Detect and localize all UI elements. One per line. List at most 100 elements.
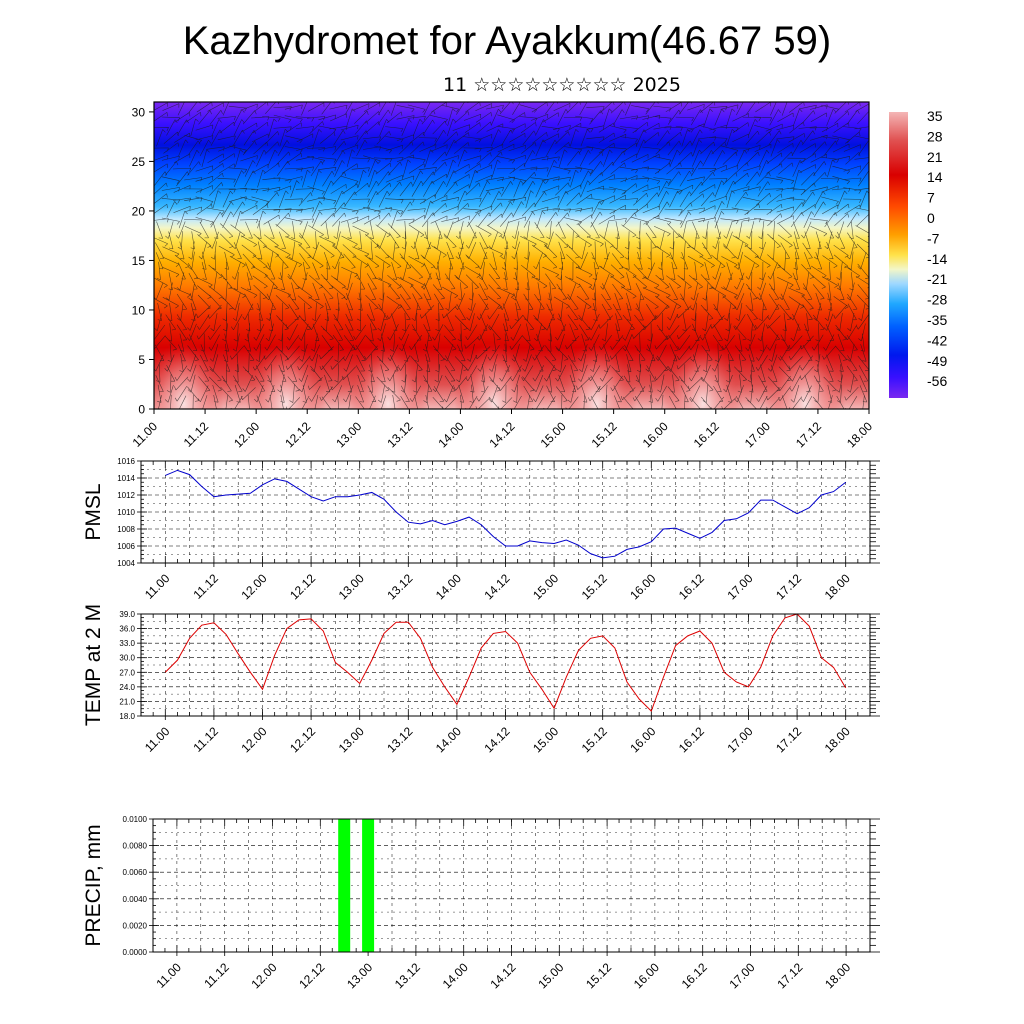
x-tick-label: 11.00 bbox=[142, 571, 173, 602]
y-tick-label: 25 bbox=[132, 155, 146, 169]
temp-series-line bbox=[164, 613, 847, 713]
x-tick-label: 13.00 bbox=[336, 571, 367, 602]
colorbar-label: -56 bbox=[927, 373, 947, 389]
x-tick-label: 11.00 bbox=[142, 724, 173, 755]
colorbar-label: -7 bbox=[927, 230, 940, 246]
y-tick-label: 1008 bbox=[117, 525, 135, 534]
colorbar-label: -21 bbox=[927, 271, 947, 287]
wind-barb-field bbox=[154, 102, 869, 409]
y-tick-label: 36.0 bbox=[119, 625, 135, 634]
y-tick-label: 0.0060 bbox=[123, 868, 148, 877]
x-tick-label: 17.00 bbox=[742, 419, 773, 450]
colorbar-label: 14 bbox=[927, 169, 943, 185]
y-tick-label: 0.0040 bbox=[123, 895, 148, 904]
colorbar-label: -14 bbox=[927, 251, 947, 267]
x-tick-label: 16.12 bbox=[679, 960, 710, 991]
y-tick-label: 30 bbox=[132, 105, 146, 119]
y-tick-label: 33.0 bbox=[119, 639, 135, 648]
y-tick-label: 27.0 bbox=[119, 668, 135, 677]
x-tick-label: 11.12 bbox=[181, 419, 212, 450]
pmsl-axis-label: PMSL bbox=[82, 483, 105, 540]
x-tick-label: 14.12 bbox=[481, 724, 512, 755]
x-tick-label: 11.00 bbox=[130, 419, 161, 450]
x-tick-label: 13.12 bbox=[384, 571, 415, 602]
colorbar-label: -49 bbox=[927, 353, 947, 369]
x-tick-label: 12.00 bbox=[248, 960, 279, 991]
x-tick-label: 18.00 bbox=[822, 724, 853, 755]
x-tick-label: 13.00 bbox=[333, 419, 364, 450]
temp-panel: 18.0 21.0 24.0 27.0 30.0 33.0 36.0 39.0 11.00 11.… bbox=[82, 604, 880, 755]
chart-subtitle: 11 ☆☆☆☆☆☆☆☆☆ 2025 bbox=[443, 74, 681, 96]
y-tick-label: 15 bbox=[132, 254, 146, 268]
x-tick-label: 12.00 bbox=[231, 419, 262, 450]
x-tick-label: 12.12 bbox=[282, 419, 313, 450]
x-tick-label: 13.12 bbox=[384, 724, 415, 755]
y-tick-label: 0.0080 bbox=[123, 842, 148, 851]
precip-panel: 0.0000 0.0020 0.0040 0.0060 0.0080 0.0100 11.0… bbox=[82, 815, 880, 991]
y-tick-label: 39.0 bbox=[119, 610, 135, 619]
wind-barbs bbox=[154, 102, 869, 409]
x-tick-label: 12.00 bbox=[238, 724, 269, 755]
cross-section-panel: 0 5 10 15 20 25 30 11.00 11.12 12.00 12.12 13.00 13.… bbox=[130, 101, 875, 450]
x-tick-label: 11.12 bbox=[201, 960, 232, 991]
x-tick-label: 16.00 bbox=[640, 419, 671, 450]
x-tick-label: 15.00 bbox=[538, 419, 569, 450]
y-tick-label: 0 bbox=[138, 403, 145, 417]
x-tick-label: 12.12 bbox=[287, 724, 318, 755]
y-tick-label: 0.0100 bbox=[123, 815, 148, 824]
pmsl-series-line bbox=[165, 469, 847, 559]
colorbar-label: 21 bbox=[927, 149, 943, 165]
chart-title: Kazhydromet for Ayakkum(46.67 59) bbox=[183, 19, 831, 63]
x-tick-label: 14.00 bbox=[433, 724, 464, 755]
x-tick-label: 13.00 bbox=[336, 724, 367, 755]
x-tick-label: 18.00 bbox=[822, 960, 853, 991]
x-tick-label: 15.00 bbox=[530, 571, 561, 602]
y-tick-label: 5 bbox=[138, 353, 145, 367]
x-tick-label: 16.00 bbox=[631, 960, 662, 991]
colorbar-label: -35 bbox=[927, 312, 947, 328]
x-tick-label: 16.12 bbox=[676, 571, 707, 602]
x-tick-label: 13.12 bbox=[392, 960, 423, 991]
x-tick-label: 15.12 bbox=[589, 419, 620, 450]
y-tick-label: 20 bbox=[132, 204, 146, 218]
x-tick-label: 12.12 bbox=[296, 960, 327, 991]
x-tick-label: 11.00 bbox=[154, 960, 185, 991]
y-tick-label: 1004 bbox=[117, 559, 135, 568]
x-tick-label: 14.12 bbox=[487, 960, 518, 991]
x-tick-label: 13.00 bbox=[344, 960, 375, 991]
y-tick-label: 1012 bbox=[117, 491, 135, 500]
precip-bar bbox=[338, 819, 351, 952]
x-tick-label: 17.12 bbox=[774, 960, 805, 991]
x-tick-label: 18.00 bbox=[844, 419, 875, 450]
colorbar: 35 28 21 14 7 0 -7 -14 -21 -28 -35 -42 -49 -56 bbox=[889, 108, 947, 398]
y-tick-label: 0.0020 bbox=[123, 921, 148, 930]
colorbar-label: 28 bbox=[927, 128, 943, 144]
x-tick-label: 15.12 bbox=[579, 571, 610, 602]
x-tick-label: 13.12 bbox=[384, 419, 415, 450]
x-tick-label: 17.00 bbox=[724, 724, 755, 755]
heat-hotspot bbox=[663, 342, 744, 409]
y-tick-label: 1010 bbox=[117, 508, 135, 517]
colorbar-labels: 35 28 21 14 7 0 -7 -14 -21 -28 -35 -42 -49 -56 bbox=[927, 108, 947, 389]
y-tick-label: 10 bbox=[132, 303, 146, 317]
x-tick-label: 16.12 bbox=[676, 724, 707, 755]
x-tick-label: 15.12 bbox=[583, 960, 614, 991]
x-tick-label: 15.12 bbox=[579, 724, 610, 755]
temp-axis-label: TEMP at 2 M bbox=[82, 604, 105, 726]
x-tick-label: 12.12 bbox=[287, 571, 318, 602]
y-tick-label: 1016 bbox=[117, 457, 135, 466]
y-tick-label: 18.0 bbox=[119, 712, 135, 721]
colorbar-label: 7 bbox=[927, 190, 935, 206]
x-tick-label: 12.00 bbox=[238, 571, 269, 602]
x-tick-label: 16.00 bbox=[627, 724, 658, 755]
y-tick-label: 1006 bbox=[117, 542, 135, 551]
x-tick-label: 17.12 bbox=[773, 571, 804, 602]
x-tick-label: 14.12 bbox=[481, 571, 512, 602]
x-tick-label: 14.00 bbox=[435, 419, 466, 450]
x-tick-label: 17.12 bbox=[793, 419, 824, 450]
y-tick-label: 24.0 bbox=[119, 683, 135, 692]
y-tick-label: 1014 bbox=[117, 474, 135, 483]
x-tick-label: 17.12 bbox=[773, 724, 804, 755]
colorbar-label: -28 bbox=[927, 292, 947, 308]
